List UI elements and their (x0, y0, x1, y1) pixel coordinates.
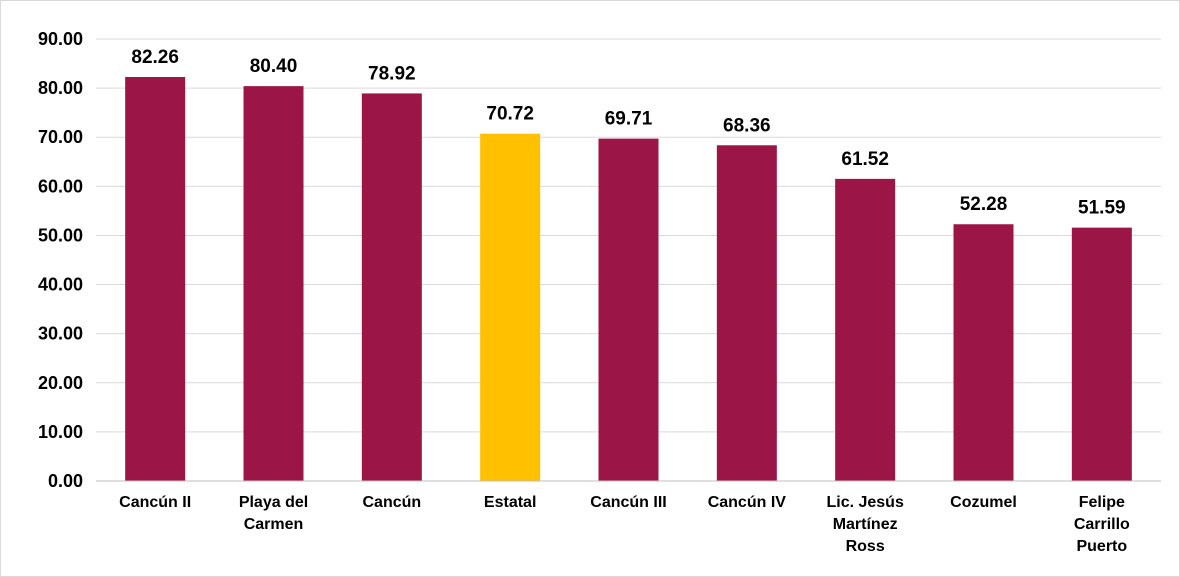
bar (243, 86, 304, 481)
category-label-line: Playa del (239, 494, 308, 511)
category-label-line: Puerto (1076, 538, 1127, 555)
y-tick-label: 60.00 (38, 176, 83, 196)
category-label-line: Ross (846, 538, 885, 555)
category-label: Cancún II (119, 494, 191, 511)
data-label: 68.36 (723, 115, 771, 136)
data-label: 52.28 (960, 194, 1008, 215)
category-label: Cancún IV (708, 494, 787, 511)
bar (835, 178, 896, 481)
bars (125, 77, 1132, 482)
category-label: Estatal (484, 494, 536, 511)
data-label: 80.40 (250, 56, 298, 77)
category-label: Lic. Jesús Martínez Ross (826, 494, 903, 555)
x-axis-categories: Cancún II Playa del Carmen Cancún Estatal Can… (119, 494, 1130, 555)
category-label-line: Cancún III (590, 494, 666, 511)
data-label: 70.72 (486, 104, 534, 125)
data-label: 78.92 (368, 63, 416, 84)
data-label: 51.59 (1078, 198, 1126, 219)
category-label: Cancún (362, 494, 421, 511)
bar (716, 145, 777, 482)
category-label: Cancún III (590, 494, 666, 511)
bar (953, 224, 1014, 481)
category-label: Felipe Carrillo Puerto (1074, 494, 1130, 555)
bar (598, 138, 659, 482)
bar (125, 77, 186, 482)
category-label-line: Lic. Jesús (826, 494, 903, 511)
bar (361, 93, 422, 482)
category-label-line: Cozumel (950, 494, 1017, 511)
y-tick-label: 30.00 (38, 324, 83, 344)
data-labels: 82.26 80.40 78.92 70.72 69.71 68.36 61.52 52.28… (131, 47, 1125, 219)
y-tick-label: 50.00 (38, 225, 83, 245)
category-label-line: Martínez (833, 516, 898, 533)
y-axis-ticks: 0.00 10.00 20.00 30.00 40.00 50.00 60.00 70.00 8… (38, 29, 83, 491)
bar (480, 133, 541, 481)
category-label-line: Estatal (484, 494, 536, 511)
y-tick-label: 20.00 (38, 373, 83, 393)
category-label: Cozumel (950, 494, 1017, 511)
bar (1071, 227, 1132, 481)
category-label-line: Cancún (362, 494, 421, 511)
data-label: 69.71 (605, 109, 653, 130)
category-label-line: Felipe (1079, 494, 1125, 511)
y-tick-label: 40.00 (38, 275, 83, 295)
category-label-line: Carrillo (1074, 516, 1130, 533)
y-tick-label: 80.00 (38, 78, 83, 98)
y-tick-label: 0.00 (48, 471, 83, 491)
category-label-line: Carmen (244, 516, 304, 533)
category-label: Playa del Carmen (239, 494, 308, 533)
y-tick-label: 90.00 (38, 29, 83, 49)
category-label-line: Cancún IV (708, 494, 787, 511)
y-tick-label: 70.00 (38, 127, 83, 147)
category-label-line: Cancún II (119, 494, 191, 511)
data-label: 82.26 (131, 47, 179, 68)
y-tick-label: 10.00 (38, 422, 83, 442)
data-label: 61.52 (841, 149, 889, 170)
